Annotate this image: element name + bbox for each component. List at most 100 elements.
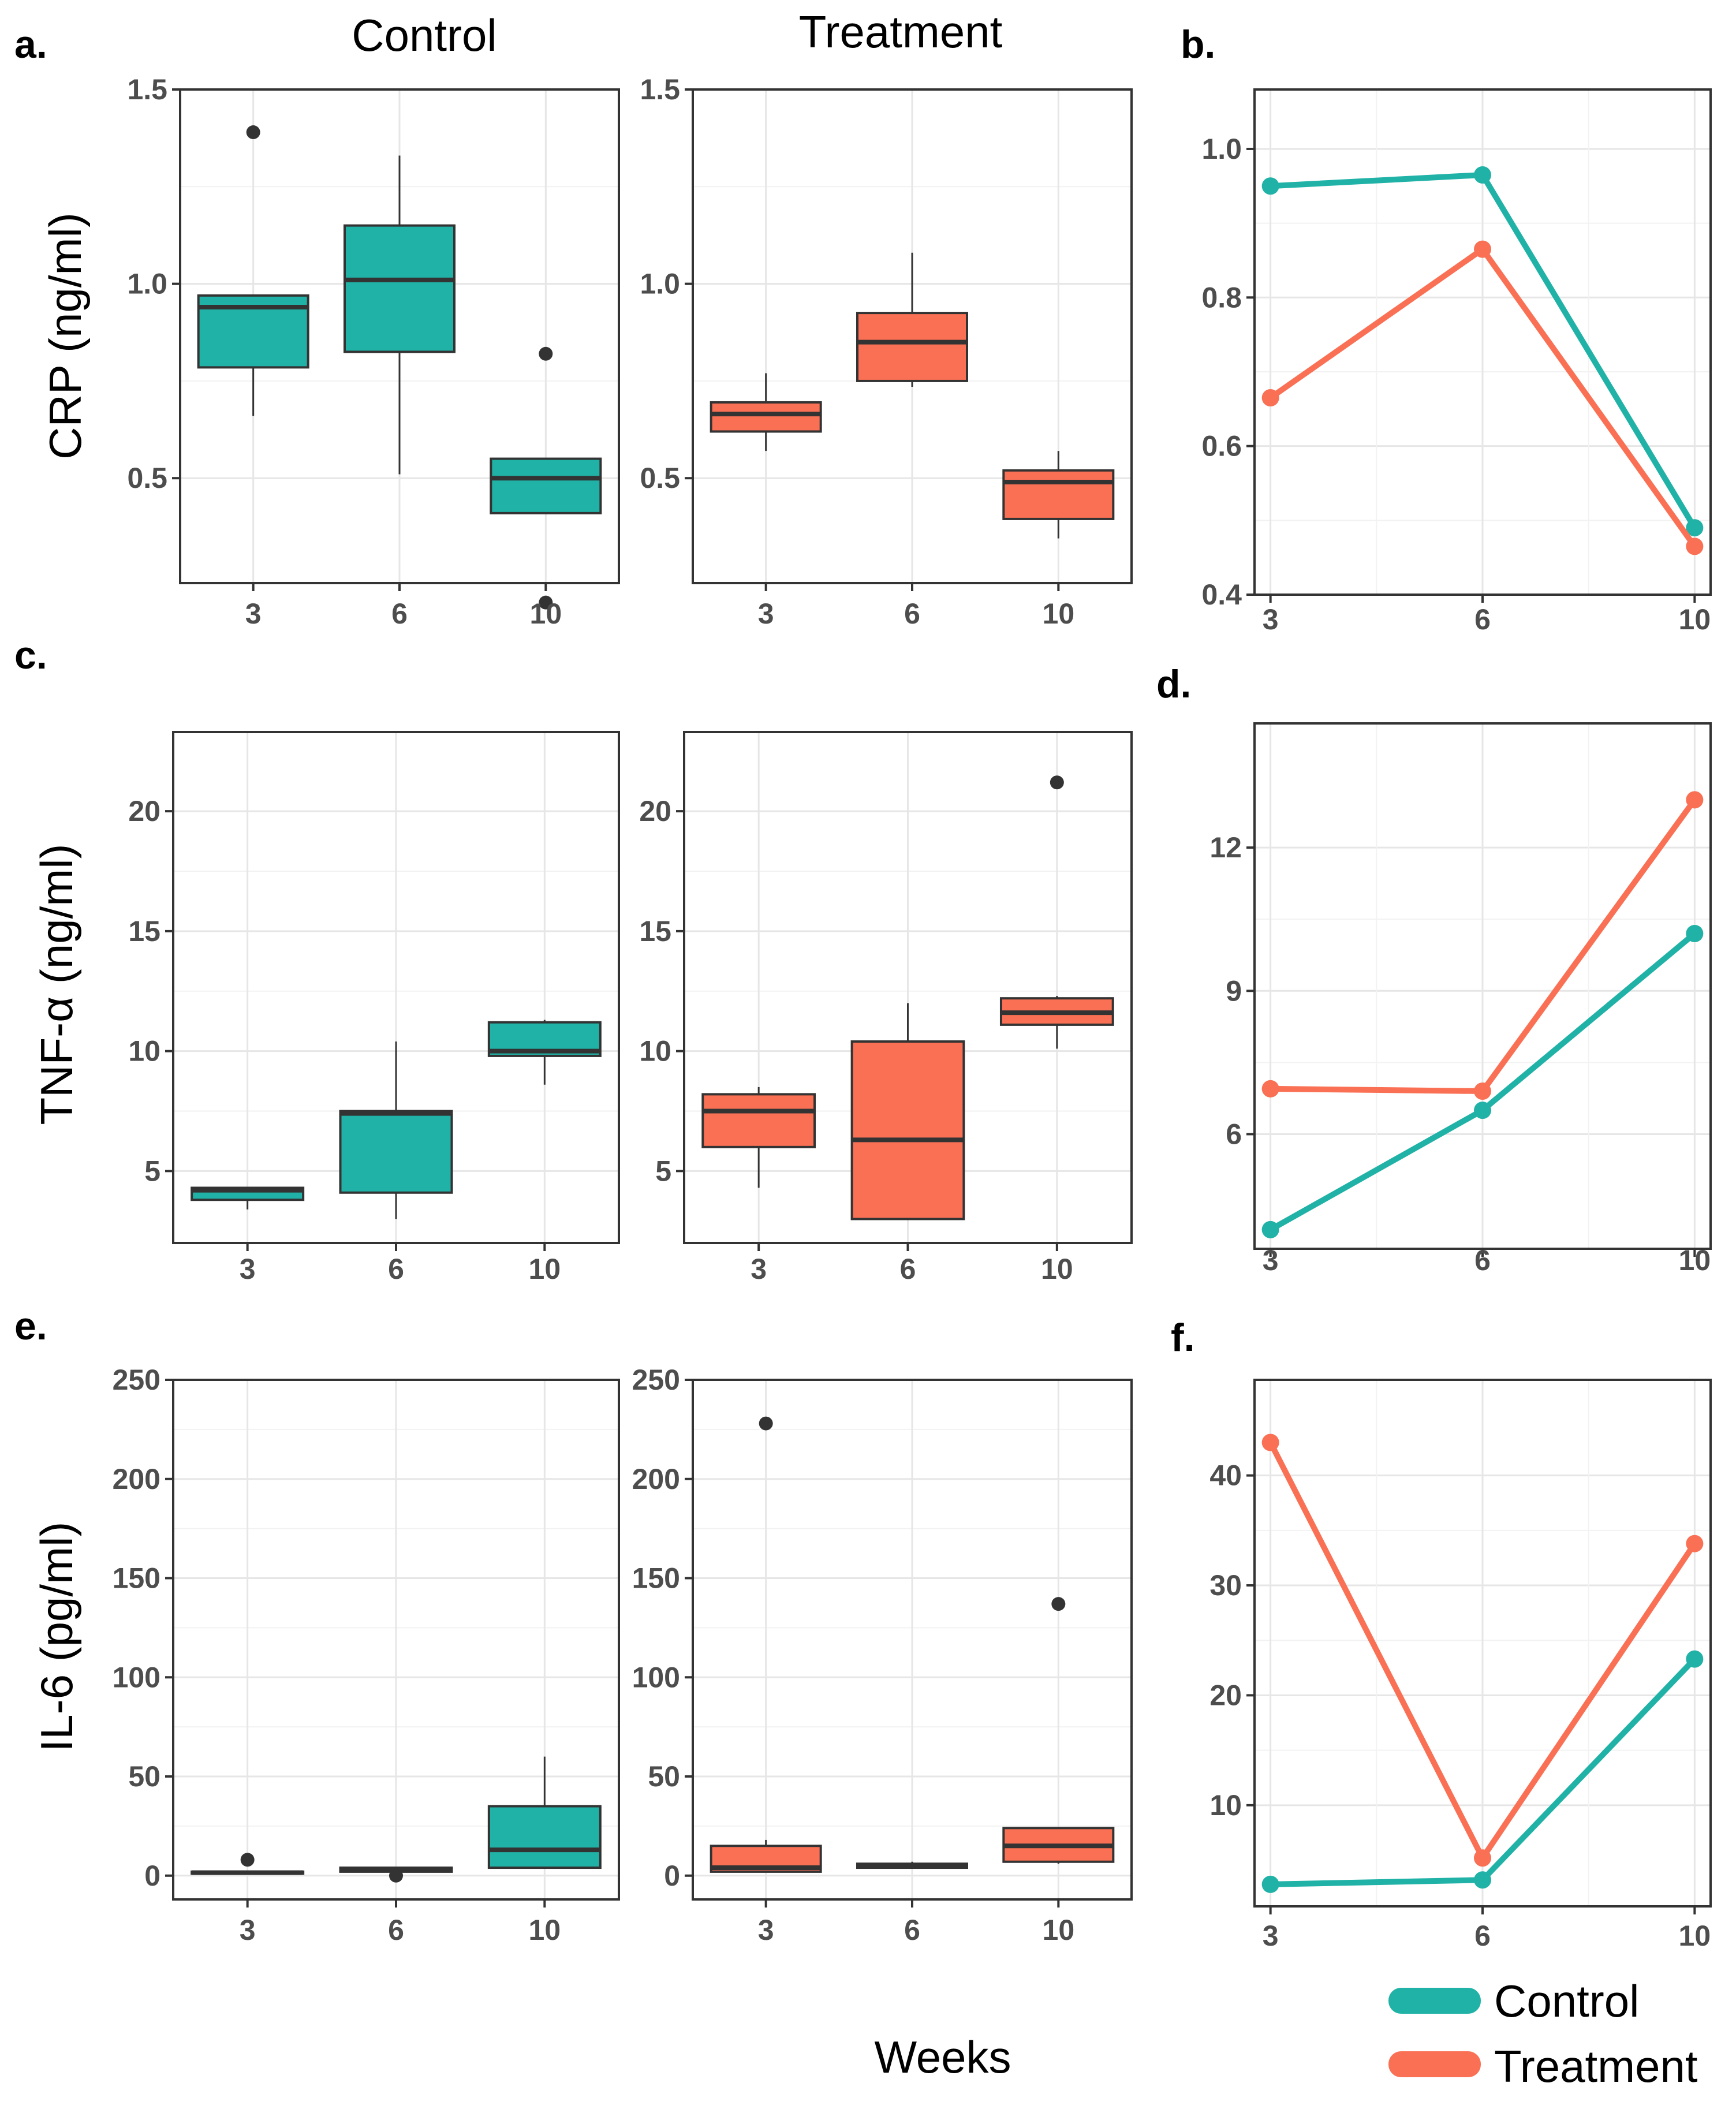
x-tick-label: 10 <box>529 1253 561 1285</box>
x-tick-label: 6 <box>904 1914 920 1946</box>
box-6 <box>344 224 456 353</box>
box-6 <box>856 312 968 382</box>
y-tick-label: 10 <box>639 1035 671 1067</box>
outlier-point <box>1050 775 1064 790</box>
x-tick-label: 10 <box>1043 1914 1075 1946</box>
legend: Control Treatment <box>1388 1976 1698 2092</box>
y-tick-label: 0 <box>144 1860 160 1892</box>
x-tick-label: 6 <box>1474 1244 1491 1276</box>
outlier-point <box>240 1853 255 1867</box>
y-tick-label: 50 <box>648 1760 680 1793</box>
x-tick-label: 10 <box>1679 603 1711 636</box>
legend-swatch-control <box>1388 1988 1481 2014</box>
y-tick-label: 10 <box>128 1035 160 1067</box>
y-tick-label: 15 <box>639 915 671 947</box>
x-tick-label: 3 <box>751 1253 767 1285</box>
y-tick-label: 50 <box>128 1760 160 1793</box>
x-tick-label: 10 <box>1043 598 1075 630</box>
box-10 <box>1002 469 1115 520</box>
y-tick-label: 1.0 <box>127 268 167 300</box>
y-tick-label: 12 <box>1209 831 1242 864</box>
x-tick-label: 3 <box>758 1914 774 1946</box>
x-tick-label: 3 <box>240 1253 256 1285</box>
y-tick-label: 0.5 <box>640 462 680 494</box>
panels: 0.51.01.53 6 10a.CRP (ng/ml)0.51.01.53 6 100… <box>14 23 1712 1952</box>
y-tick-label: 20 <box>639 795 671 827</box>
panel-label: c. <box>14 633 47 677</box>
x-tick-label: 10 <box>1679 1244 1711 1276</box>
series-point-control <box>1474 1102 1491 1119</box>
y-tick-label: 200 <box>632 1463 680 1495</box>
outlier-point <box>389 1868 403 1883</box>
legend-label-control: Control <box>1494 1976 1639 2026</box>
y-tick-label: 40 <box>1209 1459 1242 1492</box>
box-10 <box>490 457 602 514</box>
panel-8: 10 20 30 40 3 6 10 f. <box>1171 1316 1712 1952</box>
y-tick-label: 1.0 <box>640 268 680 300</box>
series-point-control <box>1474 1871 1491 1889</box>
x-tick-label: 3 <box>245 598 262 630</box>
series-point-treatment <box>1474 1083 1491 1100</box>
y-tick-label: 0.4 <box>1201 578 1242 611</box>
outlier-point <box>246 125 260 140</box>
series-point-treatment <box>1686 537 1704 555</box>
x-tick-label: 3 <box>1263 603 1279 636</box>
y-tick-label: 150 <box>632 1562 680 1595</box>
series-point-treatment <box>1261 1080 1279 1098</box>
y-tick-label: 100 <box>113 1661 160 1693</box>
series-point-control <box>1686 925 1704 942</box>
x-tick-label: 6 <box>1474 603 1491 636</box>
series-point-control <box>1686 1650 1704 1668</box>
y-tick-label: 1.0 <box>1201 133 1242 165</box>
x-tick-label: 6 <box>388 1914 404 1946</box>
y-tick-label: 5 <box>655 1155 671 1187</box>
y-tick-label: 1.5 <box>127 73 167 106</box>
box-10 <box>487 1805 602 1869</box>
y-tick-label: 250 <box>113 1364 160 1396</box>
y-tick-label: 0.8 <box>1201 281 1242 313</box>
series-point-treatment <box>1474 240 1491 258</box>
x-tick-label: 6 <box>1474 1920 1491 1952</box>
y-axis-title: CRP (ng/ml) <box>40 212 91 460</box>
series-point-treatment <box>1686 1535 1704 1552</box>
series-point-control <box>1686 519 1704 537</box>
panel-label: d. <box>1156 662 1191 706</box>
series-point-control <box>1261 177 1279 195</box>
panel-0: 0.5 1.0 1.5 3 6 10 a. CRP (ng/ml) <box>14 23 620 630</box>
column-title-control: Control <box>352 10 496 61</box>
panel-5: 6 9 12 3 6 10 d. <box>1156 662 1712 1276</box>
panel-2: 0.4 0.6 0.8 1.0 3 6 10 b. <box>1181 23 1712 636</box>
y-tick-label: 0.6 <box>1201 430 1242 462</box>
box-6 <box>850 1040 965 1220</box>
x-tick-label: 3 <box>240 1914 256 1946</box>
y-tick-label: 1.5 <box>640 73 680 106</box>
panel-label: b. <box>1181 23 1215 66</box>
panel-label: f. <box>1171 1316 1195 1360</box>
box-3 <box>701 1093 816 1148</box>
y-axis-title: IL-6 (pg/ml) <box>31 1522 82 1752</box>
series-point-control <box>1261 1220 1279 1238</box>
box-6 <box>339 1110 453 1194</box>
y-tick-label: 20 <box>128 795 160 827</box>
panel-label: a. <box>14 23 47 66</box>
y-tick-label: 150 <box>113 1562 160 1595</box>
y-tick-label: 30 <box>1209 1569 1242 1602</box>
x-tick-label: 10 <box>1679 1920 1711 1952</box>
x-tick-label: 6 <box>904 598 920 630</box>
y-tick-label: 20 <box>1209 1679 1242 1711</box>
panel-4: 5 10 15 20 3 6 10 <box>639 731 1133 1285</box>
y-tick-label: 9 <box>1226 975 1242 1007</box>
x-tick-label: 6 <box>900 1253 916 1285</box>
outlier-point <box>1051 1597 1066 1611</box>
x-tick-label: 10 <box>530 598 562 630</box>
column-title-treatment: Treatment <box>799 6 1003 57</box>
panel-label: e. <box>14 1304 47 1348</box>
y-tick-label: 10 <box>1209 1789 1242 1821</box>
y-tick-label: 100 <box>632 1661 680 1693</box>
y-tick-label: 5 <box>144 1155 160 1187</box>
y-tick-label: 0 <box>664 1860 680 1892</box>
legend-label-treatment: Treatment <box>1494 2041 1698 2092</box>
series-point-control <box>1474 166 1491 184</box>
panel-6: 0 50 100 150 200 250 3 6 10 e. IL-6 (pg/ml) <box>14 1304 620 1946</box>
